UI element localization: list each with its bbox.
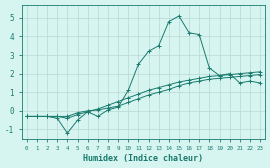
X-axis label: Humidex (Indice chaleur): Humidex (Indice chaleur): [83, 154, 203, 163]
